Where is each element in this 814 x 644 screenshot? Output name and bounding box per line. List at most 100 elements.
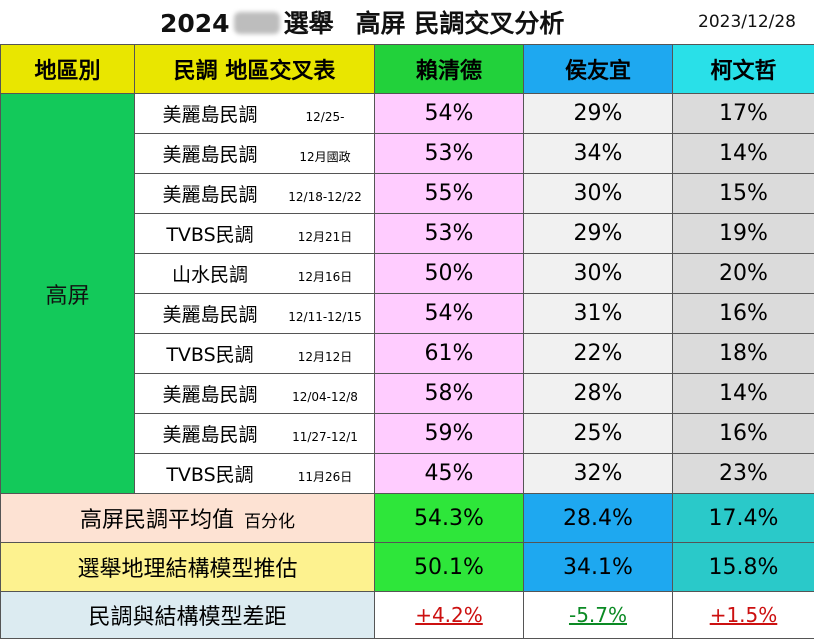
ko-value: 18% <box>672 333 814 374</box>
lai-value: 55% <box>374 173 524 214</box>
hou-value: 29% <box>523 93 673 134</box>
table-row: 美麗島民調 11/27-12/1 59% 25% 16% <box>1 413 814 454</box>
diff-lai-cell: +4.2% <box>374 591 524 639</box>
poll-date: 12/25- <box>305 110 345 124</box>
header-ko: 柯文哲 <box>672 44 814 94</box>
poll-cell: TVBS民調 12月12日 <box>134 333 375 374</box>
lai-value: 61% <box>374 333 524 374</box>
lai-value: 58% <box>374 373 524 414</box>
header-region: 地區別 <box>0 44 135 94</box>
poll-name: TVBS民調 <box>166 464 254 486</box>
hou-value: 31% <box>523 293 673 334</box>
poll-name: 美麗島民調 <box>162 104 258 126</box>
poll-date: 12/04-12/8 <box>292 390 358 404</box>
average-label: 高屏民調平均值 <box>79 508 234 533</box>
ko-value: 14% <box>672 133 814 174</box>
average-ko: 17.4% <box>672 493 814 543</box>
poll-name: 美麗島民調 <box>162 144 258 166</box>
lai-value: 54% <box>374 293 524 334</box>
poll-date: 11月26日 <box>297 470 353 484</box>
ko-value: 16% <box>672 293 814 334</box>
diff-ko-cell: +1.5% <box>672 591 814 639</box>
average-unit: 百分化 <box>244 512 295 532</box>
hou-value: 30% <box>523 253 673 294</box>
diff-row: 民調與結構模型差距 +4.2% -5.7% +1.5% <box>0 591 814 639</box>
ko-value: 17% <box>672 93 814 134</box>
table-row: 美麗島民調 12/18-12/22 55% 30% 15% <box>1 173 814 214</box>
poll-name: 美麗島民調 <box>162 424 258 446</box>
poll-date: 11/27-12/1 <box>292 430 358 444</box>
poll-cell: 美麗島民調 12/11-12/15 <box>134 293 375 334</box>
table-row: 山水民調 12月16日 50% 30% 20% <box>1 253 814 294</box>
region-cell: 高屏 <box>0 93 135 494</box>
poll-date: 12月12日 <box>297 350 353 364</box>
diff-ko: +1.5% <box>709 602 778 627</box>
poll-cell: TVBS民調 12月21日 <box>134 213 375 254</box>
model-ko: 15.8% <box>672 542 814 592</box>
blurred-text <box>233 12 280 34</box>
table-row: 美麗島民調 12月國政 53% 34% 14% <box>1 133 814 174</box>
diff-label: 民調與結構模型差距 <box>0 591 375 639</box>
poll-cell: 美麗島民調 11/27-12/1 <box>134 413 375 454</box>
hou-value: 34% <box>523 133 673 174</box>
title-subtitle: 民調交叉分析 <box>414 9 565 38</box>
model-hou: 34.1% <box>523 542 673 592</box>
hou-value: 25% <box>523 413 673 454</box>
poll-name: 美麗島民調 <box>162 184 258 206</box>
poll-cell: 美麗島民調 12月國政 <box>134 133 375 174</box>
poll-name: TVBS民調 <box>166 344 254 366</box>
title-bar: 2024 選舉 高屏 民調交叉分析 2023/12/28 <box>0 0 814 44</box>
poll-cell: TVBS民調 11月26日 <box>134 453 375 494</box>
average-row: 高屏民調平均值 百分化 54.3% 28.4% 17.4% <box>0 493 814 543</box>
lai-value: 59% <box>374 413 524 454</box>
header-poll: 民調 地區交叉表 <box>134 44 375 94</box>
average-lai: 54.3% <box>374 493 524 543</box>
model-lai: 50.1% <box>374 542 524 592</box>
poll-name: TVBS民調 <box>166 224 254 246</box>
ko-value: 23% <box>672 453 814 494</box>
hou-value: 28% <box>523 373 673 414</box>
table-row: TVBS民調 11月26日 45% 32% 23% <box>1 453 814 494</box>
poll-date: 12月21日 <box>297 230 353 244</box>
report-title: 2024 選舉 高屏 民調交叉分析 <box>160 4 564 40</box>
table-row: 高屏 美麗島民調 12/25- 54% 29% 17% <box>0 93 814 494</box>
lai-value: 53% <box>374 133 524 174</box>
lai-value: 54% <box>374 93 524 134</box>
ko-value: 14% <box>672 373 814 414</box>
title-county: 高屏 <box>355 9 406 38</box>
hou-value: 30% <box>523 173 673 214</box>
table-row: TVBS民調 12月21日 53% 29% 19% <box>1 213 814 254</box>
poll-cell: 山水民調 12月16日 <box>134 253 375 294</box>
header-hou: 侯友宜 <box>523 44 673 94</box>
ko-value: 19% <box>672 213 814 254</box>
ko-value: 20% <box>672 253 814 294</box>
poll-name: 美麗島民調 <box>162 304 258 326</box>
ko-value: 15% <box>672 173 814 214</box>
model-label: 選舉地理結構模型推估 <box>0 542 375 592</box>
poll-cell: 美麗島民調 12/25- <box>134 93 375 134</box>
title-election: 選舉 <box>283 9 334 38</box>
poll-name: 美麗島民調 <box>162 384 258 406</box>
report-date: 2023/12/28 <box>698 12 796 32</box>
table-row: TVBS民調 12月12日 61% 22% 18% <box>1 333 814 374</box>
poll-cell: 美麗島民調 12/18-12/22 <box>134 173 375 214</box>
poll-date: 12月國政 <box>299 150 351 164</box>
poll-name: 山水民調 <box>171 264 248 286</box>
table-row: 美麗島民調 12/04-12/8 58% 28% 14% <box>1 373 814 414</box>
poll-date: 12/11-12/15 <box>288 310 362 324</box>
hou-value: 29% <box>523 213 673 254</box>
title-year: 2024 <box>160 9 230 38</box>
poll-cell: 美麗島民調 12/04-12/8 <box>134 373 375 414</box>
average-hou: 28.4% <box>523 493 673 543</box>
hou-value: 32% <box>523 453 673 494</box>
poll-date: 12月16日 <box>297 270 353 284</box>
average-label-cell: 高屏民調平均值 百分化 <box>0 493 375 543</box>
header-row: 地區別 民調 地區交叉表 賴清德 侯友宜 柯文哲 <box>0 44 814 94</box>
poll-table: 地區別 民調 地區交叉表 賴清德 侯友宜 柯文哲 高屏 美麗島民調 12/25- … <box>0 44 814 639</box>
table-row: 美麗島民調 12/11-12/15 54% 31% 16% <box>1 293 814 334</box>
ko-value: 16% <box>672 413 814 454</box>
model-row: 選舉地理結構模型推估 50.1% 34.1% 15.8% <box>0 542 814 592</box>
header-lai: 賴清德 <box>374 44 524 94</box>
diff-hou: -5.7% <box>568 602 628 627</box>
diff-lai: +4.2% <box>415 602 483 627</box>
